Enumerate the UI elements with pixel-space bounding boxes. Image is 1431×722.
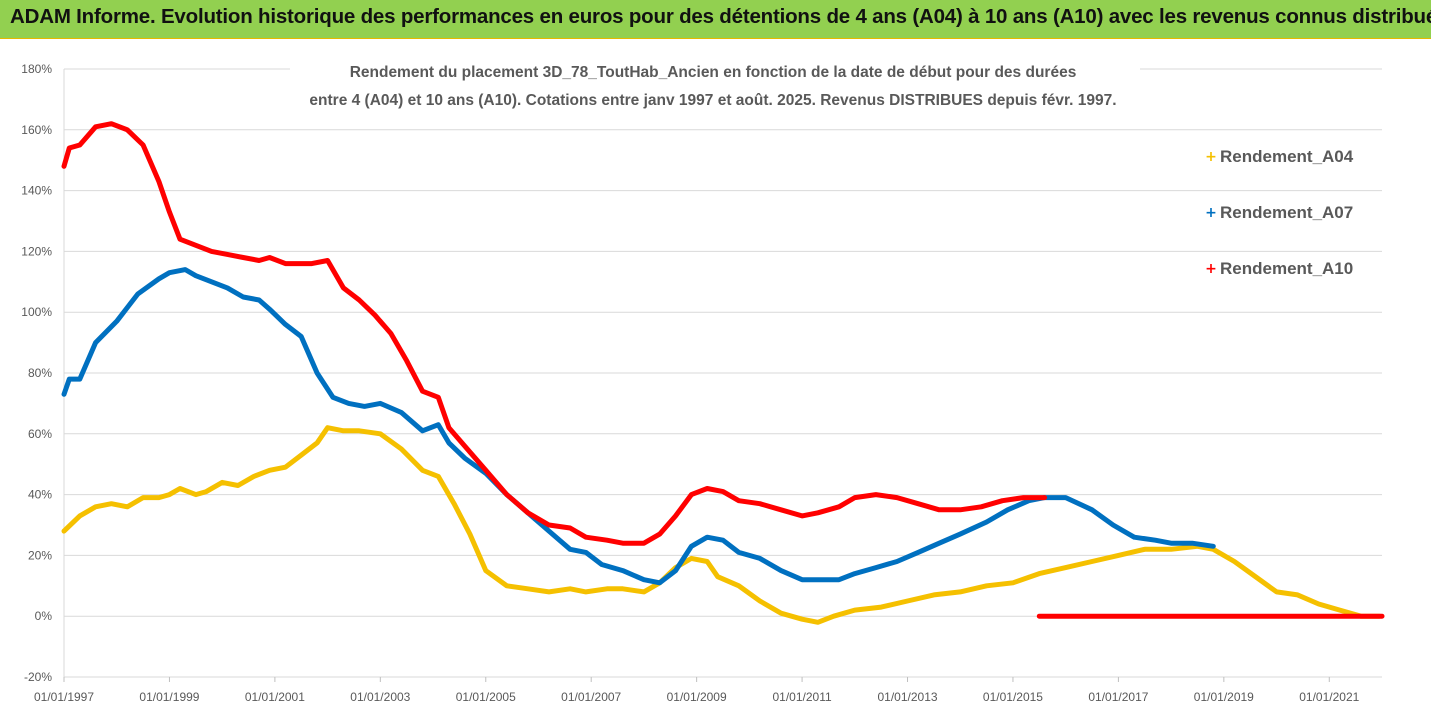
legend-marker: + xyxy=(1205,149,1217,165)
x-tick-label: 01/01/2003 xyxy=(350,690,410,704)
chart-title-box xyxy=(290,56,1140,112)
legend: + Rendement_A04+ Rendement_A07+ Rendement_A… xyxy=(1205,147,1354,278)
x-tick-label: 01/01/1999 xyxy=(139,690,199,704)
legend-label: Rendement_A07 xyxy=(1220,203,1353,222)
x-tick-label: 01/01/2019 xyxy=(1194,690,1254,704)
series-line-1 xyxy=(61,267,1216,586)
y-tick-label: 100% xyxy=(21,305,52,319)
legend-item: + Rendement_A04 xyxy=(1205,147,1354,166)
series-line-0 xyxy=(61,425,1382,625)
y-tick-label: 160% xyxy=(21,123,52,137)
chart-title-line-2: entre 4 (A04) et 10 ans (A10). Cotations… xyxy=(309,92,1116,109)
x-tick-label: 01/01/2013 xyxy=(877,690,937,704)
x-tick-label: 01/01/2011 xyxy=(772,690,831,704)
legend-item: + Rendement_A10 xyxy=(1205,259,1353,278)
x-tick-label: 01/01/2001 xyxy=(245,690,305,704)
y-tick-label: 60% xyxy=(28,427,52,441)
title-banner: ADAM Informe. Evolution historique des p… xyxy=(0,0,1431,38)
chart-title-line-1: Rendement du placement 3D_78_ToutHab_Anc… xyxy=(350,64,1077,81)
series-line-2 xyxy=(61,121,1048,546)
x-tick-label: 01/01/2005 xyxy=(456,690,516,704)
x-tick-label: 01/01/2009 xyxy=(667,690,727,704)
legend-marker: + xyxy=(1205,261,1217,277)
legend-label: Rendement_A10 xyxy=(1220,259,1353,278)
y-tick-label: 40% xyxy=(28,488,52,502)
x-tick-label: 01/01/2015 xyxy=(983,690,1043,704)
y-tick-label: 120% xyxy=(21,244,52,258)
line-chart: -20% 0% 20% 40% 60% 80% 100% 120% 140% 160% 180% 0… xyxy=(21,56,1385,704)
y-tick-label: 140% xyxy=(21,184,52,198)
legend-marker: + xyxy=(1205,205,1217,221)
x-tick-label: 01/01/2007 xyxy=(561,690,621,704)
x-axis: 01/01/1997 01/01/1999 01/01/2001 01/01/2003… xyxy=(34,677,1360,704)
series-lines xyxy=(61,121,1385,625)
y-tick-label: 20% xyxy=(28,548,52,562)
x-tick-label: 01/01/2021 xyxy=(1299,690,1359,704)
x-tick-label: 01/01/1997 xyxy=(34,690,94,704)
y-tick-label: 0% xyxy=(35,609,53,623)
gridlines xyxy=(63,68,1382,678)
chart-area: -20% 0% 20% 40% 60% 80% 100% 120% 140% 160% 180% 0… xyxy=(0,38,1431,722)
y-tick-label: 80% xyxy=(28,366,52,380)
y-tick-label: -20% xyxy=(24,670,52,684)
y-tick-label: 180% xyxy=(21,62,52,76)
y-axis: -20% 0% 20% 40% 60% 80% 100% 120% 140% 160% 180% xyxy=(21,62,52,684)
legend-label: Rendement_A04 xyxy=(1220,147,1354,166)
legend-item: + Rendement_A07 xyxy=(1205,203,1353,222)
x-tick-label: 01/01/2017 xyxy=(1088,690,1148,704)
report-title: ADAM Informe. Evolution historique des p… xyxy=(10,5,1431,28)
